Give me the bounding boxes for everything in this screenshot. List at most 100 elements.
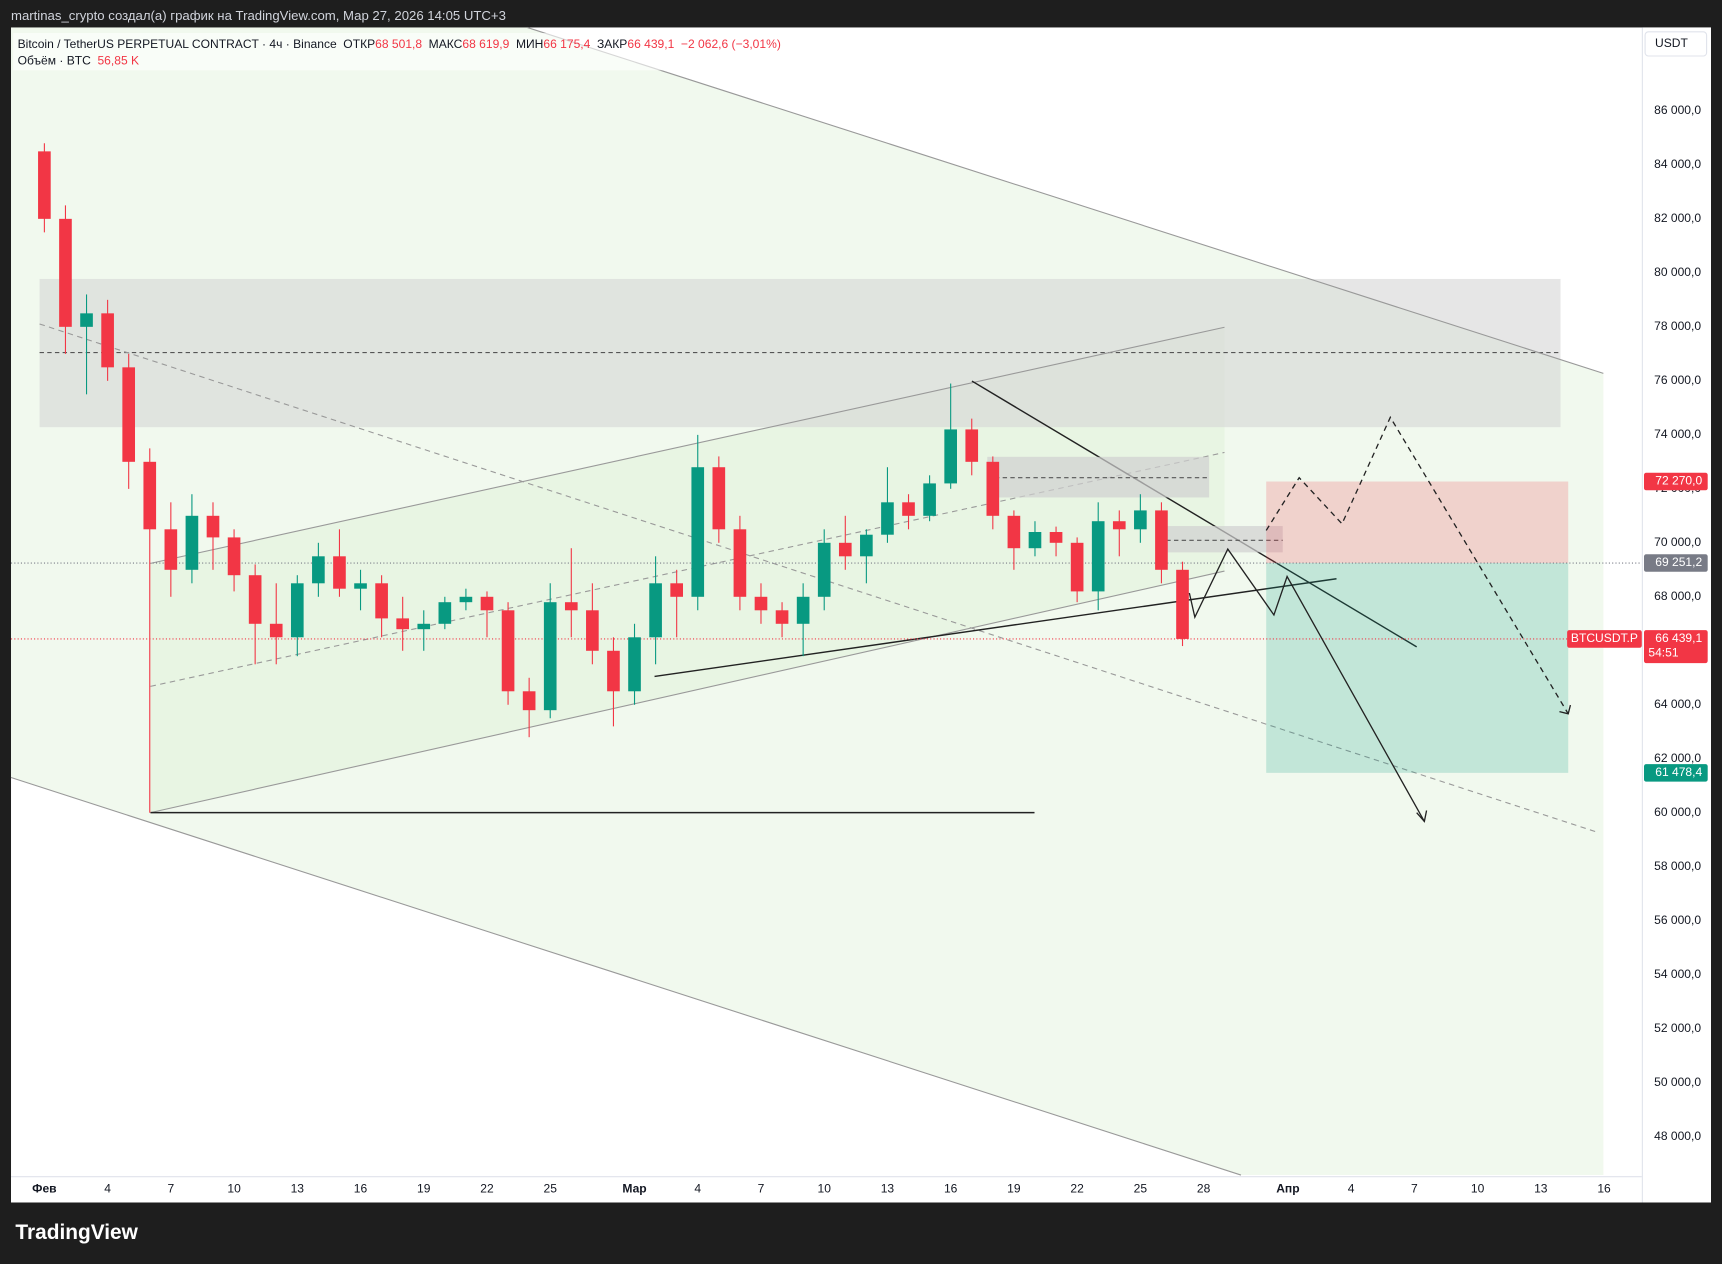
candle-body (881, 502, 894, 535)
x-tick-label: 7 (167, 1182, 174, 1196)
candle (1028, 521, 1042, 557)
candle-body (333, 556, 346, 589)
candle (902, 494, 915, 530)
rising-bottom (150, 570, 1225, 814)
candle (438, 596, 452, 630)
candle (185, 494, 199, 584)
projection-path (1265, 415, 1569, 715)
arrow-head (1559, 704, 1572, 715)
x-tick-label: 28 (1197, 1182, 1211, 1196)
candle-body (522, 691, 536, 711)
y-tick-label: 74 000,0 (1654, 427, 1701, 441)
candle-body (375, 583, 388, 619)
label: Объём · BTC (18, 54, 92, 68)
dashed-trend (39, 323, 1599, 833)
candle-body (817, 542, 831, 597)
candle-body (164, 529, 178, 570)
candle (290, 575, 304, 657)
candle (817, 529, 831, 611)
candle-body (691, 467, 705, 597)
trend-line (654, 578, 1337, 678)
candle (227, 529, 241, 592)
candles (38, 143, 1189, 813)
currency[interactable]: USDT (1655, 36, 1688, 50)
candle (986, 456, 1000, 530)
candle-body (38, 151, 51, 219)
candle-body (80, 313, 93, 327)
candle (796, 583, 810, 657)
x-tick-label: 13 (1534, 1182, 1548, 1196)
candle (691, 434, 705, 611)
candle-body (396, 618, 410, 630)
logo: TradingView (15, 1221, 138, 1244)
candle-body (101, 313, 114, 368)
candle (396, 596, 410, 651)
candle (269, 583, 283, 665)
candle (248, 564, 262, 665)
zone (1166, 526, 1283, 553)
candle (522, 677, 536, 738)
y-tick-label: 52 000,0 (1654, 1021, 1701, 1035)
candle-body (459, 596, 473, 603)
currency-button[interactable] (1644, 31, 1708, 57)
change: −2 062,6 (−3,01%) (681, 37, 781, 51)
candle-body (1070, 542, 1084, 592)
candle-body (354, 583, 367, 589)
attribution: martinas_crypto создал(а) график на Trad… (11, 8, 506, 23)
resistance-zone (39, 278, 1561, 428)
candle (881, 467, 894, 543)
candle-body (1028, 532, 1042, 549)
x-tick-label: 25 (544, 1182, 558, 1196)
label: ЗАКР (597, 37, 627, 51)
candle (417, 610, 431, 651)
candle-body (438, 602, 452, 624)
y-tick-label: 80 000,0 (1654, 265, 1701, 279)
candle-body (290, 583, 304, 638)
x-tick-label: 25 (1134, 1182, 1148, 1196)
candle-body (1091, 521, 1105, 592)
y-tick-label: 84 000,0 (1654, 157, 1701, 171)
label: МАКС (429, 37, 463, 51)
candle (59, 205, 72, 354)
y-tick-label: 58 000,0 (1654, 859, 1701, 873)
price-label: 61 478,4 (1655, 765, 1702, 779)
value: 66 439,1 (627, 37, 674, 51)
y-tick-label: 76 000,0 (1654, 373, 1701, 387)
candle-body (670, 583, 683, 597)
candle (775, 602, 789, 638)
candle (354, 569, 367, 611)
y-tick-label: 86 000,0 (1654, 103, 1701, 117)
value: 68 619,9 (462, 37, 509, 51)
price-label-box (1643, 630, 1708, 664)
candle (206, 502, 220, 570)
x-tick-label: 10 (1471, 1182, 1485, 1196)
y-tick-label: 78 000,0 (1654, 319, 1701, 333)
channel-bottom (10, 776, 1242, 1176)
candle-body (59, 218, 72, 327)
candle-body (501, 610, 515, 692)
y-tick-label: 64 000,0 (1654, 697, 1701, 711)
candle-body (480, 596, 494, 611)
x-tick-label: 19 (1007, 1182, 1021, 1196)
x-tick-label: 7 (758, 1182, 765, 1196)
candle (628, 623, 641, 705)
candle-body (607, 650, 620, 692)
symbol-label: BTCUSDT.P (1571, 631, 1638, 645)
x-tick-label: Мар (622, 1182, 646, 1196)
stop-zone (1266, 481, 1569, 564)
price-label-box (1643, 764, 1708, 782)
x-tick-label: 16 (1597, 1182, 1611, 1196)
legend: Bitcoin / TetherUS PERPETUAL CONTRACT · … (13, 31, 1708, 71)
candle (164, 502, 178, 597)
candle (1070, 537, 1084, 603)
price-label-box (1643, 554, 1708, 572)
symbol-box (1567, 630, 1642, 648)
legend-line: Bitcoin / TetherUS PERPETUAL CONTRACT · … (18, 37, 781, 51)
candle (649, 556, 662, 665)
price-label: 72 270,0 (1655, 474, 1702, 488)
candle-body (122, 367, 136, 462)
candle-body (796, 596, 810, 624)
legend-bg (13, 32, 804, 71)
candle (712, 456, 726, 543)
x-tick-label: 13 (881, 1182, 895, 1196)
